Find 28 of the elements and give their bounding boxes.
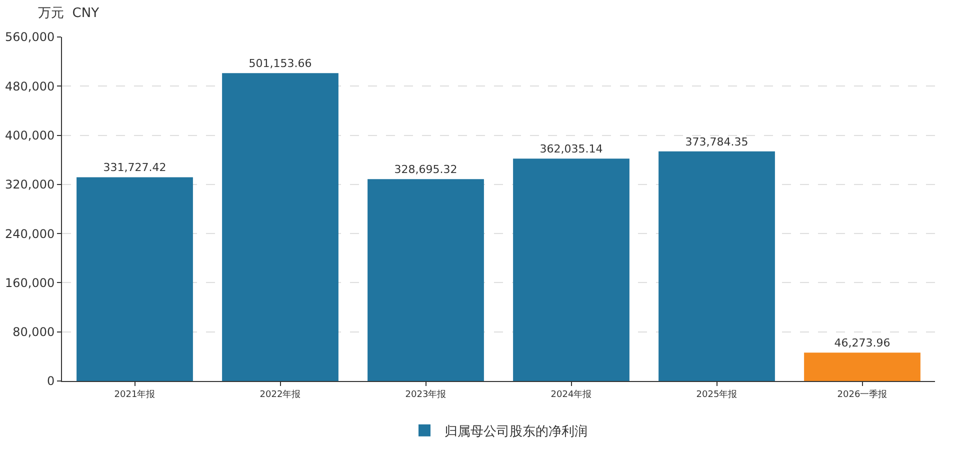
y-tick-label: 240,000	[4, 226, 55, 241]
x-tick-label: 2024年报	[550, 388, 592, 400]
data-label: 501,153.66	[248, 57, 312, 70]
x-tick-label: 2021年报	[114, 388, 156, 400]
y-tick-label: 160,000	[4, 276, 55, 290]
data-label: 331,727.42	[103, 161, 166, 174]
y-tick-label: 480,000	[4, 79, 55, 94]
legend-label: 归属母公司股东的净利润	[444, 424, 588, 440]
y-tick-label: 80,000	[12, 325, 55, 340]
y-tick-label: 560,000	[4, 30, 55, 44]
y-axis-title: 万元 CNY	[38, 6, 100, 21]
data-label: 373,784.35	[685, 135, 748, 148]
bar	[222, 73, 338, 381]
y-tick-label: 400,000	[4, 128, 55, 142]
data-label: 46,273.96	[834, 336, 890, 350]
data-label: 328,695.32	[394, 163, 458, 176]
bar	[804, 352, 920, 381]
x-tick-label: 2026一季报	[837, 388, 888, 400]
data-label: 362,035.14	[540, 142, 603, 156]
x-tick-label: 2025年报	[696, 388, 738, 400]
y-tick-label: 320,000	[4, 178, 55, 192]
y-tick-label: 0	[46, 374, 55, 388]
bar	[76, 177, 193, 381]
bar	[368, 179, 484, 381]
bar	[513, 158, 630, 381]
x-tick-label: 2023年报	[405, 388, 446, 400]
bar	[658, 151, 775, 381]
x-tick-label: 2022年报	[260, 388, 301, 400]
